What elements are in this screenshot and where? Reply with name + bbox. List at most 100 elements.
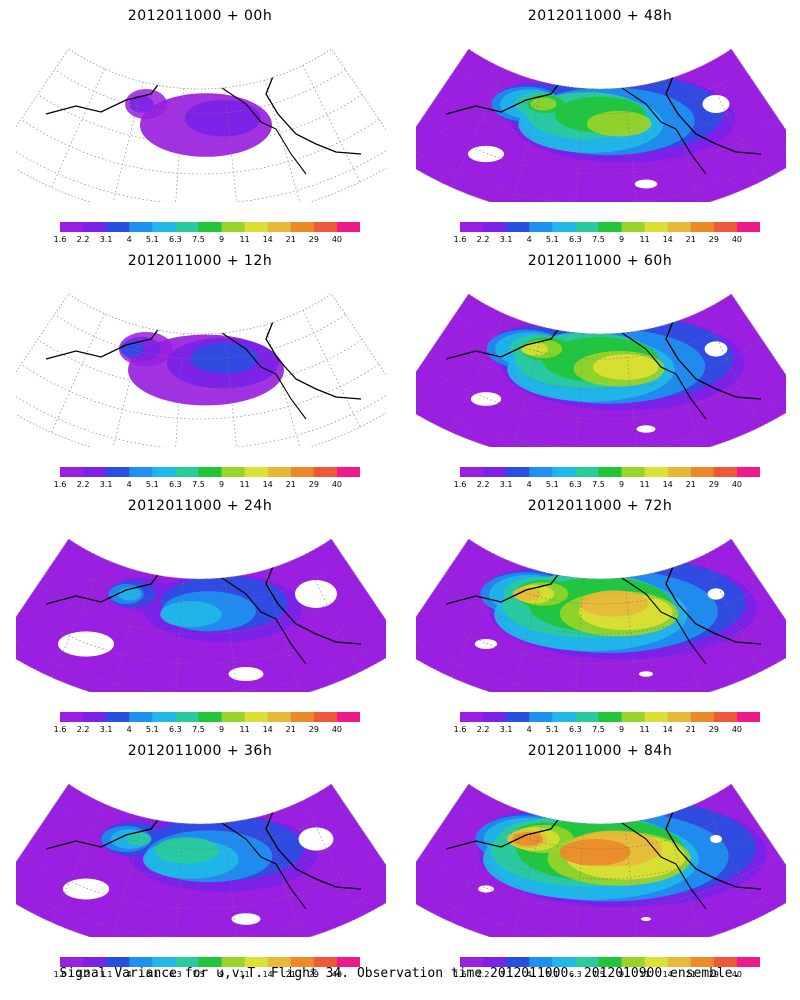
colorbar-swatch [106,222,130,232]
colorbar-swatch [83,957,107,967]
colorbar-tick-label: 2.2 [476,235,490,244]
colorbar-swatch [83,467,107,477]
colorbar-tick-label: 5.1 [545,725,559,734]
panel-title: 2012011000 + 36h [127,743,273,759]
colorbar-tick-label: 7.5 [592,235,605,244]
colorbar-swatch [336,467,360,477]
colorbar-swatch [313,712,338,722]
colorbar-ticks: 1.6 2.2 3.1 4 5.1 6.3 7.5 9 11 14 21 29 40 [448,725,768,737]
colorbar-swatch [198,467,223,477]
colorbar [460,222,760,232]
colorbar-swatch [506,467,530,477]
colorbar-tick-label: 29 [308,235,319,244]
colorbar-swatch [552,712,576,722]
colorbar-tick-label: 6.3 [569,970,582,979]
colorbar-tick-label: 21 [285,970,296,979]
colorbar-swatch [575,957,599,967]
colorbar-swatch [529,957,553,967]
colorbar-tick-label: 9 [618,725,625,734]
colorbar-tick-label: 11 [639,725,650,734]
colorbar [460,467,760,477]
colorbar-swatch [621,957,646,967]
colorbar-tick-label: 11 [239,480,250,489]
colorbar-ticks: 1.6 2.2 3.1 4 5.1 6.3 7.5 9 11 14 21 29 40 [48,235,368,247]
colorbar-swatch [221,712,246,722]
colorbar-tick-label: 4 [126,725,132,734]
colorbar-tick-label: 7.5 [592,725,605,734]
colorbar-tick-label: 9 [618,970,625,979]
colorbar-tick-label: 9 [218,725,225,734]
colorbar-tick-label: 5.1 [545,970,559,979]
colorbar-swatch [244,222,269,232]
colorbar-swatch [83,712,107,722]
colorbar-swatch [221,957,246,967]
colorbar-swatch [621,467,646,477]
colorbar-tick-label: 29 [708,235,719,244]
colorbar-tick-label: 1.6 [453,235,467,244]
colorbar-swatch [60,467,84,477]
colorbar-tick-label: 14 [262,725,273,734]
colorbar [60,712,360,722]
colorbar-tick-label: 40 [731,970,743,979]
colorbar-tick-label: 6.3 [169,480,182,489]
colorbar-swatch [575,467,599,477]
map-panel: 2012011000 + 60h 1.6 2.2 3.1 4 5.1 6.3 7.5 9 11 14… [400,245,800,490]
colorbar-swatch [575,712,599,722]
colorbar-swatch [175,222,199,232]
colorbar-swatch [552,467,576,477]
colorbar [60,222,360,232]
colorbar-swatch [221,467,246,477]
colorbar-tick-label: 3.1 [499,725,513,734]
colorbar-swatch [336,957,360,967]
colorbar-swatch [336,222,360,232]
colorbar-swatch [60,957,84,967]
colorbar-swatch [60,712,84,722]
colorbar-swatch [713,222,738,232]
panel-title: 2012011000 + 12h [127,253,273,269]
colorbar-swatch [267,222,292,232]
colorbar-swatch [598,222,623,232]
colorbar-swatch [736,957,760,967]
colorbar-tick-label: 11 [239,725,250,734]
colorbar-tick-label: 11 [639,970,650,979]
colorbar-tick-label: 14 [662,480,673,489]
colorbar-tick-label: 4 [126,235,132,244]
variance-map [416,48,786,202]
panel-title: 2012011000 + 72h [527,498,673,514]
colorbar-swatch [529,222,553,232]
colorbar-swatch [460,467,484,477]
colorbar-swatch [713,957,738,967]
map-panel: 2012011000 + 36h 1.6 2.2 3.1 4 5.1 6.3 7.5 9 11 14… [0,735,400,980]
colorbar-swatch [483,222,507,232]
colorbar-tick-label: 1.6 [53,970,67,979]
colorbar-swatch [644,957,669,967]
colorbar-tick-label: 9 [218,970,225,979]
colorbar-tick-label: 21 [285,235,296,244]
colorbar-tick-label: 9 [618,480,625,489]
colorbar-tick-label: 5.1 [545,480,559,489]
colorbar-swatch [313,222,338,232]
colorbar-swatch [244,712,269,722]
colorbar-tick-label: 4 [526,725,532,734]
colorbar-tick-label: 1.6 [53,725,67,734]
colorbar-tick-label: 2.2 [76,235,90,244]
colorbar-swatch [129,467,153,477]
panel-title: 2012011000 + 24h [127,498,273,514]
colorbar-swatch [736,467,760,477]
colorbar-tick-label: 6.3 [169,235,182,244]
variance-map [16,293,386,447]
colorbar-tick-label: 7.5 [192,235,205,244]
colorbar-swatch [129,712,153,722]
colorbar [460,712,760,722]
colorbar-swatch [267,957,292,967]
colorbar-tick-label: 6.3 [169,725,182,734]
colorbar-swatch [60,222,84,232]
colorbar-swatch [336,712,360,722]
colorbar-swatch [290,712,315,722]
map-panel: 2012011000 + 12h 1.6 2.2 3.1 4 5.1 6.3 7.5 9 11 14… [0,245,400,490]
colorbar-tick-label: 29 [308,970,319,979]
colorbar-swatch [552,222,576,232]
colorbar-tick-label: 2.2 [476,480,490,489]
colorbar-tick-label: 40 [731,235,743,244]
colorbar-tick-label: 9 [218,480,225,489]
